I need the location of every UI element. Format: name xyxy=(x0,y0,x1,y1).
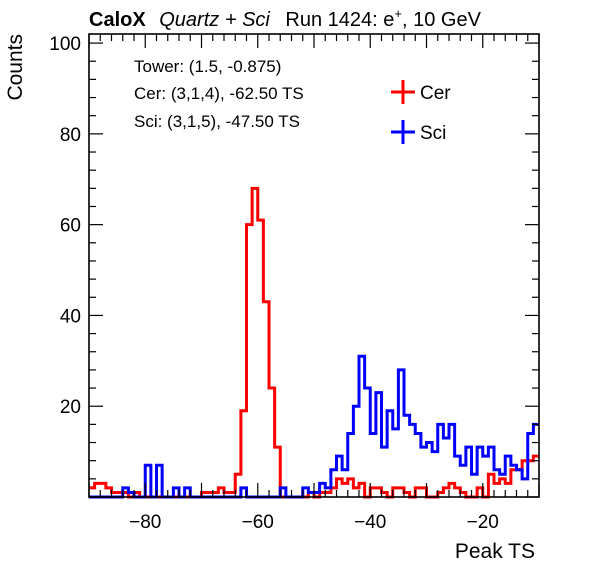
header-run-sup: + xyxy=(394,6,402,21)
header-subtitle: Quartz + Sci xyxy=(159,9,270,31)
axis-layer: −80 −60 −40 −20 20 40 60 80 100 xyxy=(49,34,540,533)
x-tick-label: −40 xyxy=(354,512,386,533)
plot-frame xyxy=(88,33,540,498)
info-line-cer: Cer: (3,1,4), -62.50 TS xyxy=(134,84,304,103)
legend-label-cer: Cer xyxy=(420,83,451,104)
x-tick-label: −60 xyxy=(242,512,274,533)
info-line-sci: Sci: (3,1,5), -47.50 TS xyxy=(134,112,300,131)
header-brand: CaloX xyxy=(89,9,146,31)
y-tick-label: 60 xyxy=(60,216,81,237)
legend: Cer Sci xyxy=(391,80,451,144)
y-tick-label: 100 xyxy=(49,34,81,55)
x-tick-label: −20 xyxy=(467,512,499,533)
y-tick-label: 20 xyxy=(60,397,81,418)
header-run: Run 1424: e xyxy=(285,9,394,31)
series-sci-line xyxy=(89,354,539,499)
y-tick-label: 40 xyxy=(60,306,81,327)
series-layer xyxy=(89,186,539,499)
legend-label-sci: Sci xyxy=(420,123,446,144)
y-axis-label: Counts xyxy=(4,34,27,101)
x-axis-label: Peak TS xyxy=(455,540,535,563)
x-tick-label: −80 xyxy=(129,512,161,533)
chart-header: CaloX Quartz + Sci Run 1424: e+, 10 GeV xyxy=(89,6,482,31)
info-line-tower: Tower: (1.5, -0.875) xyxy=(134,57,281,76)
header-run-suffix: , 10 GeV xyxy=(402,9,482,31)
y-tick-label: 80 xyxy=(60,125,81,146)
